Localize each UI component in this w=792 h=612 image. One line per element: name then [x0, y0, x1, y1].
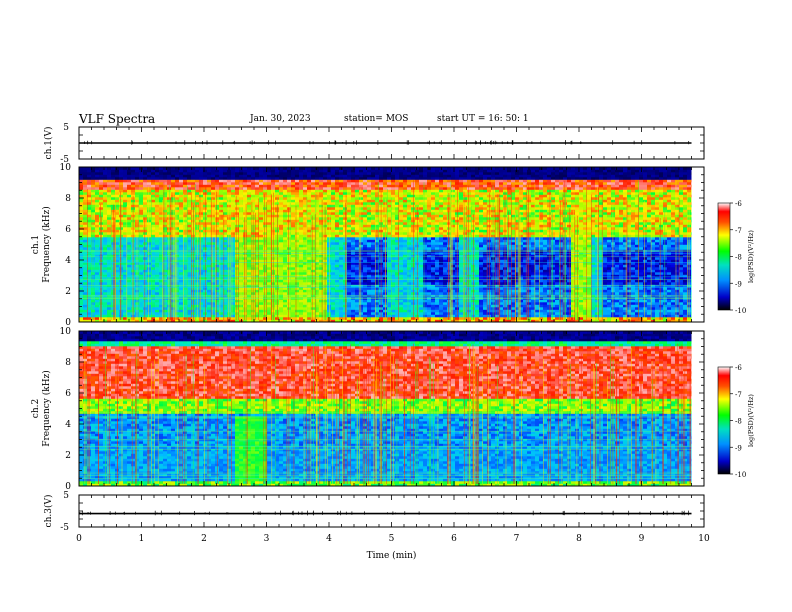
series-spikes	[84, 140, 690, 145]
spectrogram-streaks	[84, 343, 691, 484]
colorbar-tick-label: -10	[735, 471, 746, 479]
colorbar-tick-label: -6	[735, 364, 742, 372]
station-label: station= MOS	[344, 114, 408, 124]
narrowband-lines	[79, 412, 692, 479]
y-tick-label: 8	[65, 358, 71, 368]
colorbar-gradient	[717, 366, 731, 475]
x-tick-label: 9	[639, 534, 645, 544]
x-tick-label: 10	[698, 534, 710, 544]
y-tick-label: 10	[60, 163, 72, 173]
colorbar-tick-label: -9	[735, 280, 742, 288]
colorbar-gradient	[717, 202, 731, 311]
y-axis-label: ch.2Frequency (kHz)	[31, 370, 52, 447]
colorbar-2: -6 -7 -8 -9 -10 log(PSD)(V²/Hz)	[717, 364, 755, 479]
panel-frame	[78, 126, 705, 160]
spectrogram-cells	[79, 331, 696, 487]
y-tick-label: 2	[65, 451, 71, 461]
y-tick-label: 5	[63, 491, 69, 501]
colorbar-tick-label: -8	[735, 418, 742, 426]
colorbar-tick-label: -9	[735, 444, 742, 452]
y-tick-label: -5	[60, 523, 69, 533]
y-tick-label: 5	[63, 123, 69, 133]
x-tick-label: 2	[201, 534, 207, 544]
x-tick-label: 1	[139, 534, 145, 544]
x-tick-label: 8	[576, 534, 582, 544]
colorbar-tick-label: -10	[735, 307, 746, 315]
x-tick-label: 4	[326, 534, 332, 544]
x-tick-label: 5	[389, 534, 395, 544]
chart-title: VLF Spectra	[79, 112, 155, 126]
date-label: Jan. 30, 2023	[250, 114, 311, 124]
y-axis-label: ch.3(V)	[43, 495, 54, 528]
panel-frame	[78, 494, 705, 528]
colorbar-tick-label: -7	[735, 227, 742, 235]
y-tick-label: 10	[60, 327, 72, 337]
y-tick-label: -5	[60, 155, 69, 165]
y-tick-label: 0	[65, 482, 71, 492]
x-tick-label: 7	[514, 534, 520, 544]
y-tick-label: 4	[65, 420, 71, 430]
y-axis-label: ch.1(V)	[43, 127, 54, 160]
x-axis-label: Time (min)	[367, 550, 417, 561]
x-tick-label: 0	[76, 534, 82, 544]
spectrogram-panel-2: 0 2 4 6 8 10 ch.2Frequency (kHz)	[31, 327, 705, 492]
narrowband-lines	[79, 250, 692, 299]
y-tick-label: 2	[65, 287, 71, 297]
colorbar-tick-label: -8	[735, 254, 742, 262]
x-tick-label: 6	[451, 534, 457, 544]
y-tick-label: 6	[65, 225, 71, 235]
start-time-label: start UT = 16: 50: 1	[437, 114, 529, 124]
x-tick-label: 3	[264, 534, 270, 544]
colorbar-tick-label: -6	[735, 200, 742, 208]
panel-frame	[78, 330, 705, 487]
waveform-panel-1: 5 -5 ch.1(V)	[43, 123, 705, 165]
y-tick-label: 4	[65, 256, 71, 266]
colorbar-tick-label: -7	[735, 391, 742, 399]
spectrogram-panel-1: 0 2 4 6 8 10 ch.1Frequency (kHz)	[31, 163, 705, 328]
y-axis-label: ch.1Frequency (kHz)	[31, 206, 52, 283]
panel-frame	[78, 166, 705, 323]
colorbar-label: log(PSD)(V²/Hz)	[747, 230, 755, 283]
colorbar-1: -6 -7 -8 -9 -10 log(PSD)(V²/Hz)	[717, 200, 755, 315]
y-tick-label: 8	[65, 194, 71, 204]
waveform-panel-3: 5 -5 0 1 2 3 4 5 6 7 8 9 10 ch.3(V) Time (min)	[43, 491, 710, 561]
series-spikes	[79, 510, 689, 516]
y-tick-label: 6	[65, 389, 71, 399]
y-tick-label: 0	[65, 318, 71, 328]
colorbar-label: log(PSD)(V²/Hz)	[747, 394, 755, 447]
